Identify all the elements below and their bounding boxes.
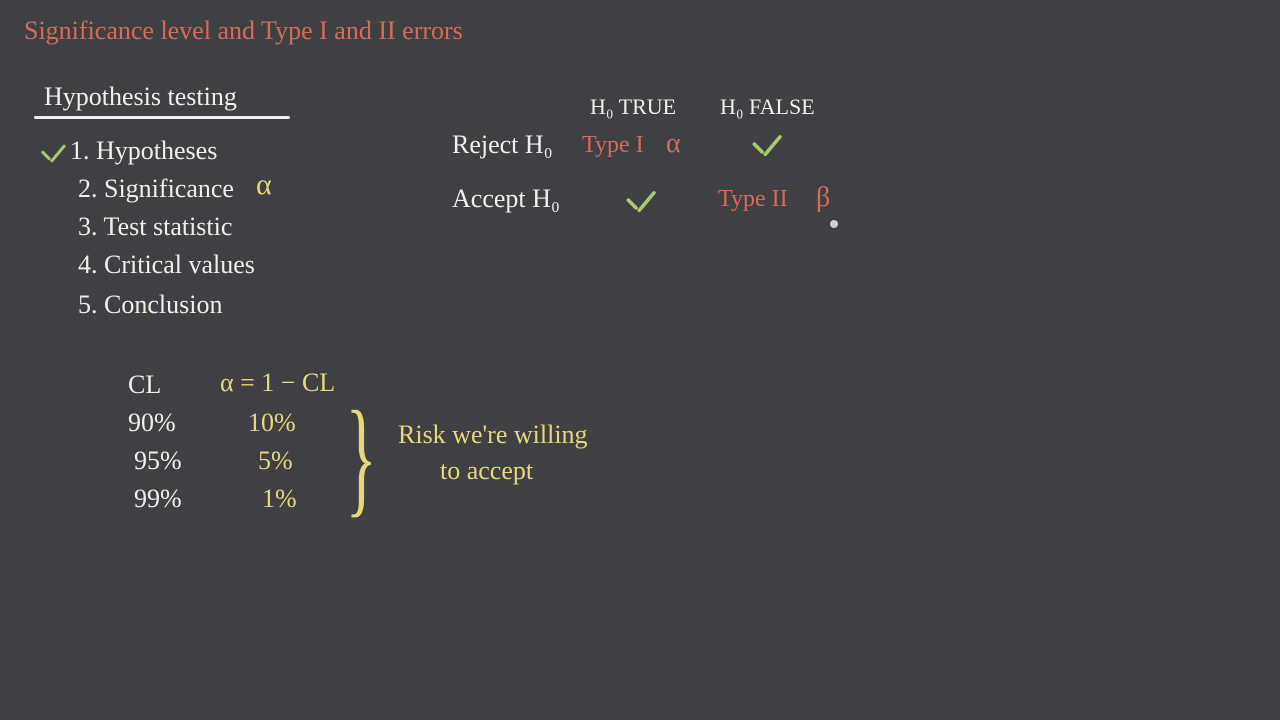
cl-row1-col1: 90% [128, 408, 176, 438]
step-2: 2. Significance [78, 174, 234, 204]
cl-row3-col1: 99% [134, 484, 182, 514]
cl-header: CL [128, 370, 161, 400]
step-4: 4. Critical values [78, 250, 255, 280]
check-icon [40, 140, 70, 166]
risk-note-line2: to accept [440, 456, 533, 486]
step-5: 5. Conclusion [78, 290, 222, 320]
blackboard-canvas: Significance level and Type I and II err… [0, 0, 1280, 720]
cl-row3-col2: 1% [262, 484, 297, 514]
type2-label: Type II [718, 186, 788, 213]
check-icon [625, 185, 661, 216]
type1-label: Type I [582, 132, 644, 159]
cl-row2-col2: 5% [258, 446, 293, 476]
cursor-dot-icon [830, 220, 838, 228]
type1-alpha: α [666, 128, 681, 160]
underline [34, 116, 290, 119]
section-heading: Hypothesis testing [44, 82, 237, 112]
cl-row1-col2: 10% [248, 408, 296, 438]
step-3: 3. Test statistic [78, 212, 232, 242]
alpha-header: α = 1 − CL [220, 368, 335, 398]
risk-note-line1: Risk we're willing [398, 420, 588, 450]
matrix-col1-header: H₀ TRUE [590, 94, 676, 120]
brace-icon: } [346, 412, 377, 503]
matrix-col2-header: H₀ FALSE [720, 94, 815, 120]
matrix-row1-header: Reject H₀ [452, 130, 553, 160]
matrix-row2-header: Accept H₀ [452, 184, 560, 214]
step-1: 1. Hypotheses [70, 136, 217, 166]
type2-beta: β [816, 182, 830, 214]
page-title: Significance level and Type I and II err… [24, 16, 463, 46]
check-icon [751, 129, 787, 160]
alpha-symbol: α [256, 168, 272, 202]
cl-row2-col1: 95% [134, 446, 182, 476]
